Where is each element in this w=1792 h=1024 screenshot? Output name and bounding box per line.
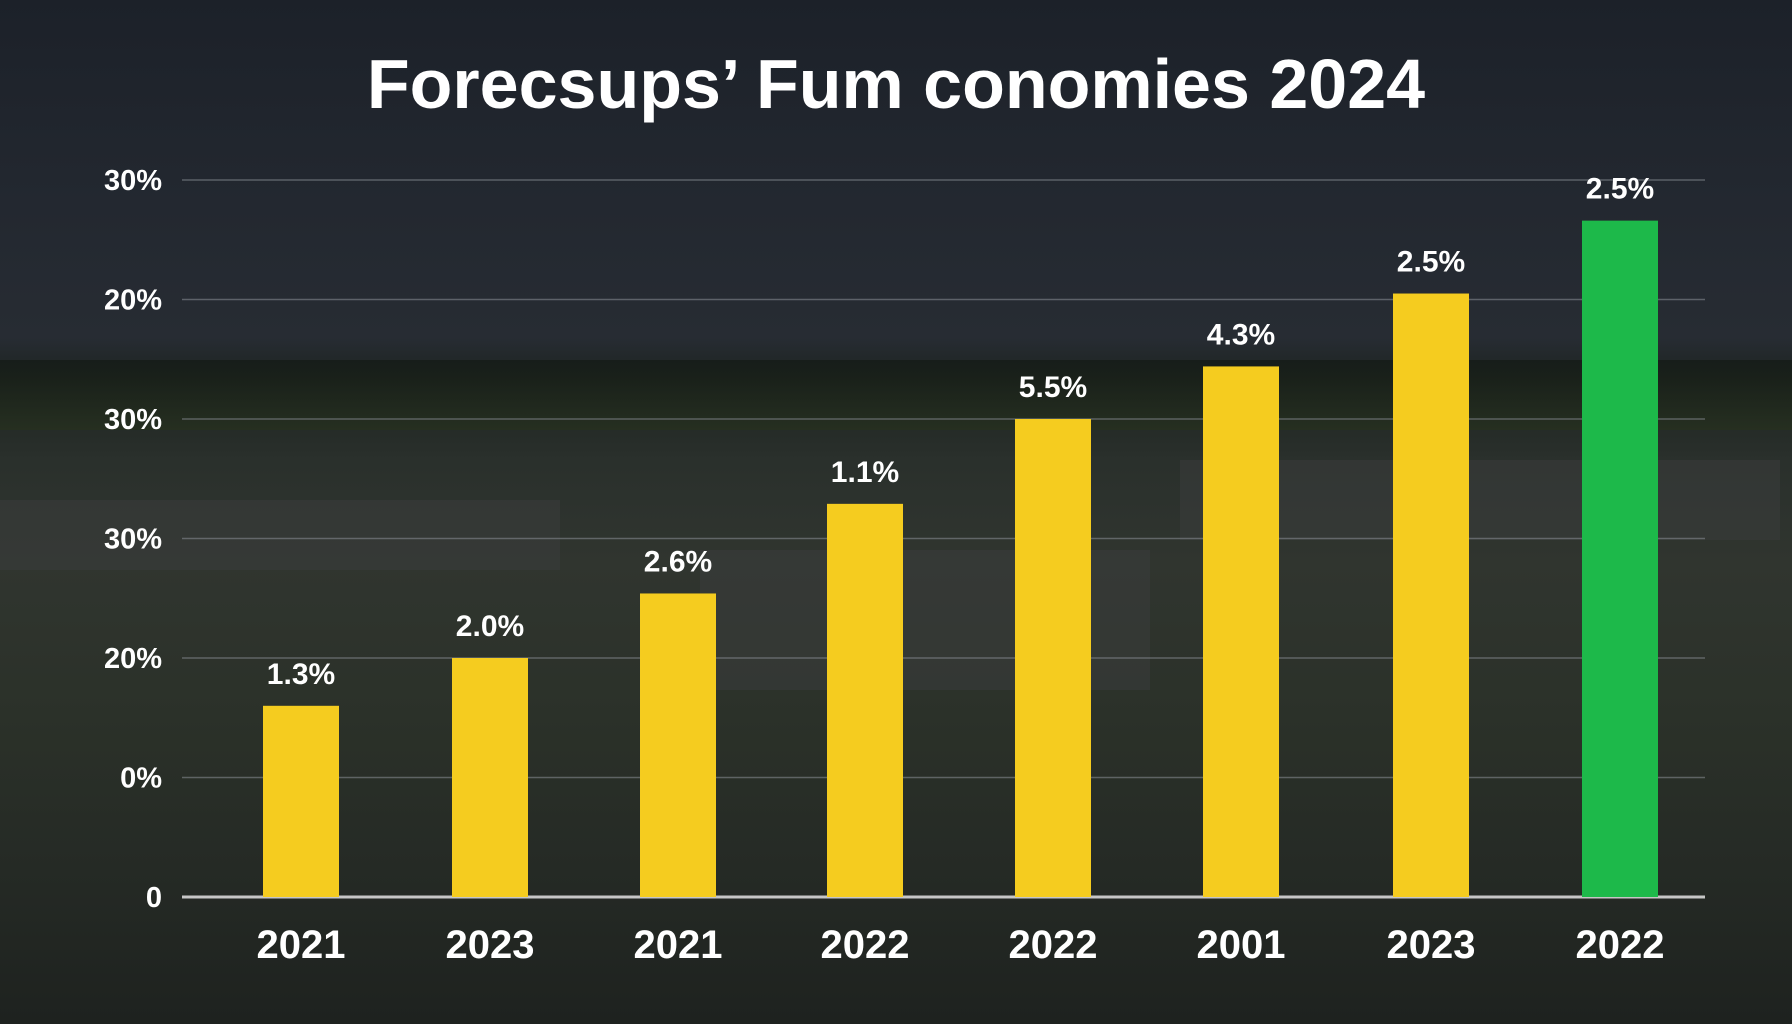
data-label: 5.5%	[1019, 371, 1087, 404]
bar	[452, 658, 528, 897]
x-tick-label: 2022	[1009, 923, 1098, 967]
bar	[640, 593, 716, 897]
y-tick-label: 30%	[104, 404, 162, 436]
background-building	[1180, 460, 1780, 540]
bar	[263, 705, 339, 897]
data-label: 2.6%	[644, 545, 712, 578]
bar	[1393, 293, 1469, 897]
x-tick-label: 2001	[1197, 923, 1286, 967]
data-label: 2.5%	[1397, 246, 1465, 279]
y-tick-label: 0	[146, 882, 162, 914]
data-label: 2.0%	[456, 610, 524, 643]
background-building	[0, 500, 560, 570]
data-label: 1.1%	[831, 456, 899, 489]
bar	[1015, 419, 1091, 897]
bar	[1582, 220, 1658, 897]
x-tick-label: 2022	[821, 923, 910, 967]
data-label: 4.3%	[1207, 318, 1275, 351]
y-tick-label: 20%	[104, 643, 162, 675]
data-label: 1.3%	[267, 658, 335, 691]
x-tick-label: 2023	[1387, 923, 1476, 967]
y-tick-label: 30%	[104, 165, 162, 197]
y-tick-label: 20%	[104, 285, 162, 317]
x-tick-label: 2021	[634, 923, 723, 967]
bar	[1203, 366, 1279, 897]
x-tick-label: 2022	[1576, 923, 1665, 967]
y-tick-label: 30%	[104, 524, 162, 556]
bar	[827, 503, 903, 897]
chart-title: Forecsups’ Fum conomies 2024	[366, 45, 1426, 123]
data-label: 2.5%	[1586, 173, 1654, 206]
y-tick-label: 0%	[120, 763, 162, 795]
x-tick-label: 2023	[446, 923, 535, 967]
x-tick-label: 2021	[257, 923, 346, 967]
